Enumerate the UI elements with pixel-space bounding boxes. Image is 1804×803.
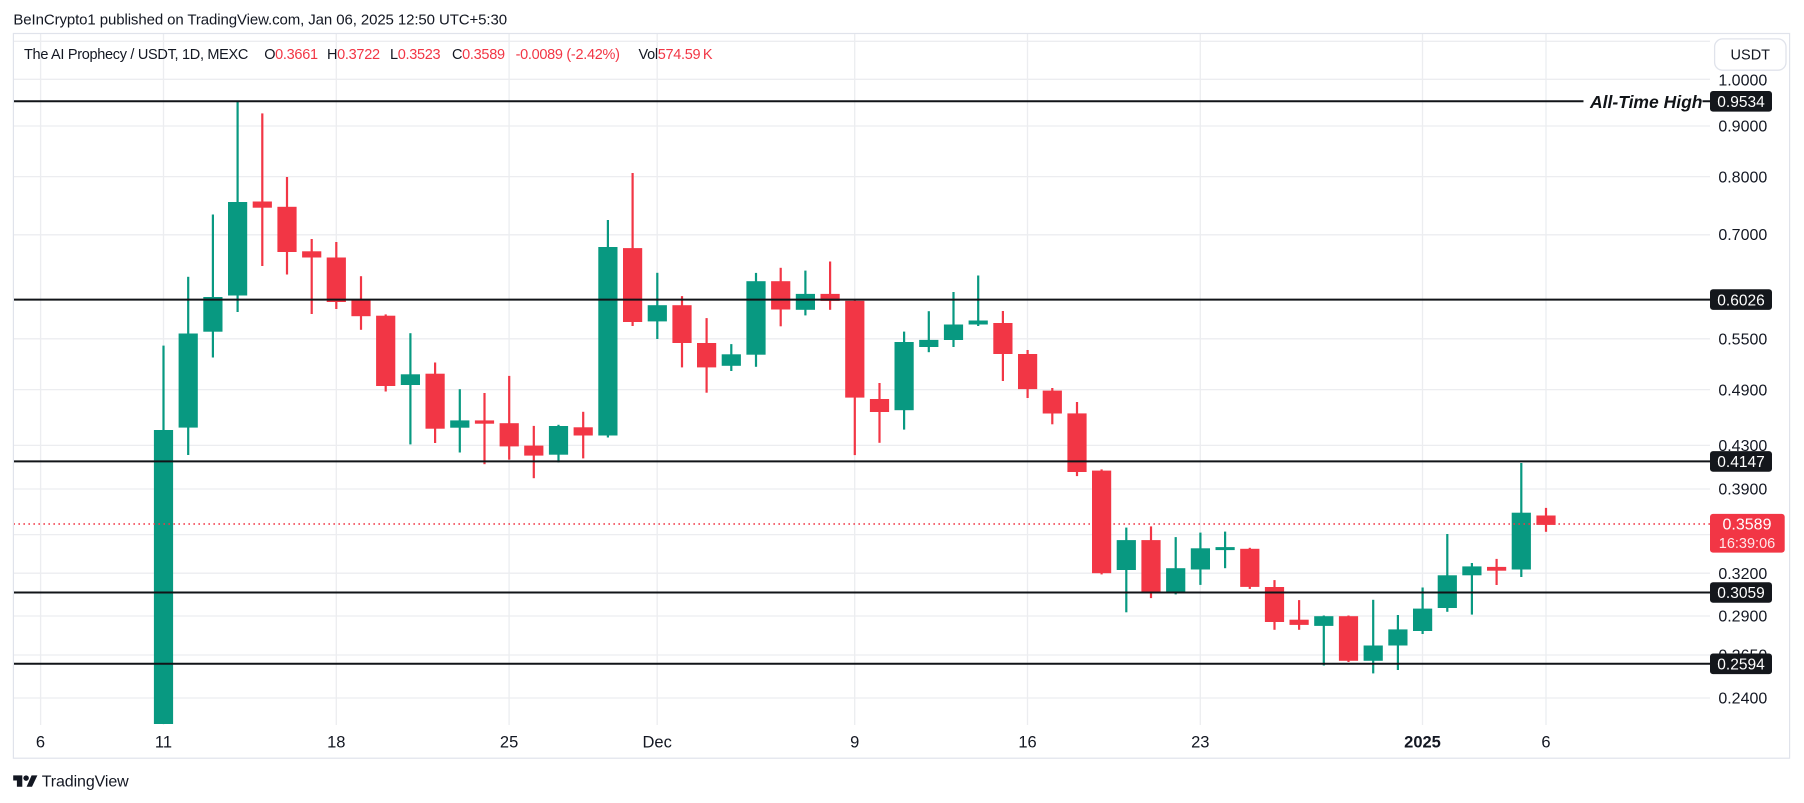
svg-text:0.8000: 0.8000 (1718, 169, 1767, 186)
svg-text:0.4147: 0.4147 (1717, 454, 1764, 471)
svg-text:0.2400: 0.2400 (1718, 691, 1767, 708)
svg-text:0.3900: 0.3900 (1718, 482, 1767, 499)
svg-text:18: 18 (327, 734, 345, 752)
svg-text:6: 6 (36, 734, 45, 752)
svg-text:The AI Prophecy / USDT, 1D, ME: The AI Prophecy / USDT, 1D, MEXC (24, 47, 248, 63)
svg-text:C0.3589: C0.3589 (452, 47, 505, 63)
svg-text:25: 25 (500, 734, 518, 752)
svg-text:Dec: Dec (643, 734, 672, 752)
svg-text:0.4300: 0.4300 (1718, 438, 1767, 455)
svg-text:9: 9 (850, 734, 859, 752)
svg-text:H0.3722: H0.3722 (327, 47, 380, 63)
svg-text:TradingView: TradingView (42, 774, 129, 791)
svg-text:0.6026: 0.6026 (1717, 292, 1764, 309)
svg-text:0.9000: 0.9000 (1718, 119, 1767, 136)
svg-text:0.2900: 0.2900 (1718, 609, 1767, 626)
svg-text:0.3589: 0.3589 (1723, 517, 1772, 534)
svg-text:0.3200: 0.3200 (1718, 566, 1767, 583)
svg-text:0.2594: 0.2594 (1717, 657, 1765, 674)
svg-text:0.5500: 0.5500 (1718, 332, 1767, 349)
svg-text:2025: 2025 (1404, 734, 1441, 752)
svg-text:0.7000: 0.7000 (1718, 227, 1767, 244)
svg-text:All-Time High: All-Time High (1589, 92, 1702, 112)
svg-text:0.3059: 0.3059 (1717, 585, 1764, 602)
svg-text:11: 11 (155, 734, 172, 752)
svg-text:16:39:06: 16:39:06 (1719, 536, 1775, 552)
svg-text:6: 6 (1541, 734, 1550, 752)
svg-text:O0.3661: O0.3661 (264, 47, 318, 63)
svg-text:16: 16 (1018, 734, 1036, 752)
svg-text:USDT: USDT (1731, 48, 1771, 64)
svg-text:L0.3523: L0.3523 (390, 47, 441, 63)
svg-text:0.9534: 0.9534 (1717, 94, 1765, 111)
svg-text:23: 23 (1191, 734, 1209, 752)
svg-text:1.0000: 1.0000 (1718, 73, 1767, 90)
svg-text:Vol574.59K: Vol574.59 K (639, 47, 713, 63)
svg-text:BeInCrypto1 published on Tradi: BeInCrypto1 published on TradingView.com… (13, 12, 507, 29)
svg-text:-0.0089 (-2.42%): -0.0089 (-2.42%) (516, 47, 620, 63)
svg-text:0.4900: 0.4900 (1718, 382, 1767, 399)
